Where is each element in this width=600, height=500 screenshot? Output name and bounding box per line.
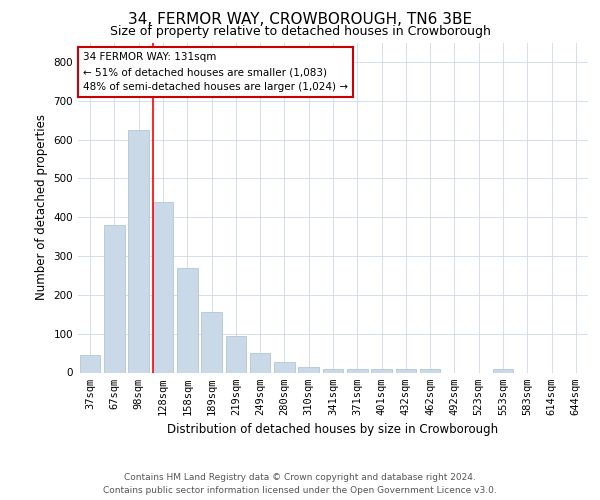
Bar xyxy=(250,353,271,372)
Text: 34, FERMOR WAY, CROWBOROUGH, TN6 3BE: 34, FERMOR WAY, CROWBOROUGH, TN6 3BE xyxy=(128,12,472,28)
Bar xyxy=(201,312,222,372)
Bar xyxy=(298,366,319,372)
Bar xyxy=(104,225,125,372)
Text: Contains HM Land Registry data © Crown copyright and database right 2024.
Contai: Contains HM Land Registry data © Crown c… xyxy=(103,474,497,495)
X-axis label: Distribution of detached houses by size in Crowborough: Distribution of detached houses by size … xyxy=(167,423,499,436)
Bar xyxy=(128,130,149,372)
Bar xyxy=(152,202,173,372)
Bar xyxy=(226,336,246,372)
Bar xyxy=(80,355,100,372)
Bar xyxy=(395,368,416,372)
Bar xyxy=(274,362,295,372)
Bar xyxy=(371,368,392,372)
Bar xyxy=(493,370,514,372)
Bar xyxy=(323,368,343,372)
Bar xyxy=(420,370,440,372)
Text: Size of property relative to detached houses in Crowborough: Size of property relative to detached ho… xyxy=(110,25,490,38)
Bar xyxy=(347,368,368,372)
Bar xyxy=(177,268,197,372)
Y-axis label: Number of detached properties: Number of detached properties xyxy=(35,114,48,300)
Text: 34 FERMOR WAY: 131sqm
← 51% of detached houses are smaller (1,083)
48% of semi-d: 34 FERMOR WAY: 131sqm ← 51% of detached … xyxy=(83,52,348,92)
